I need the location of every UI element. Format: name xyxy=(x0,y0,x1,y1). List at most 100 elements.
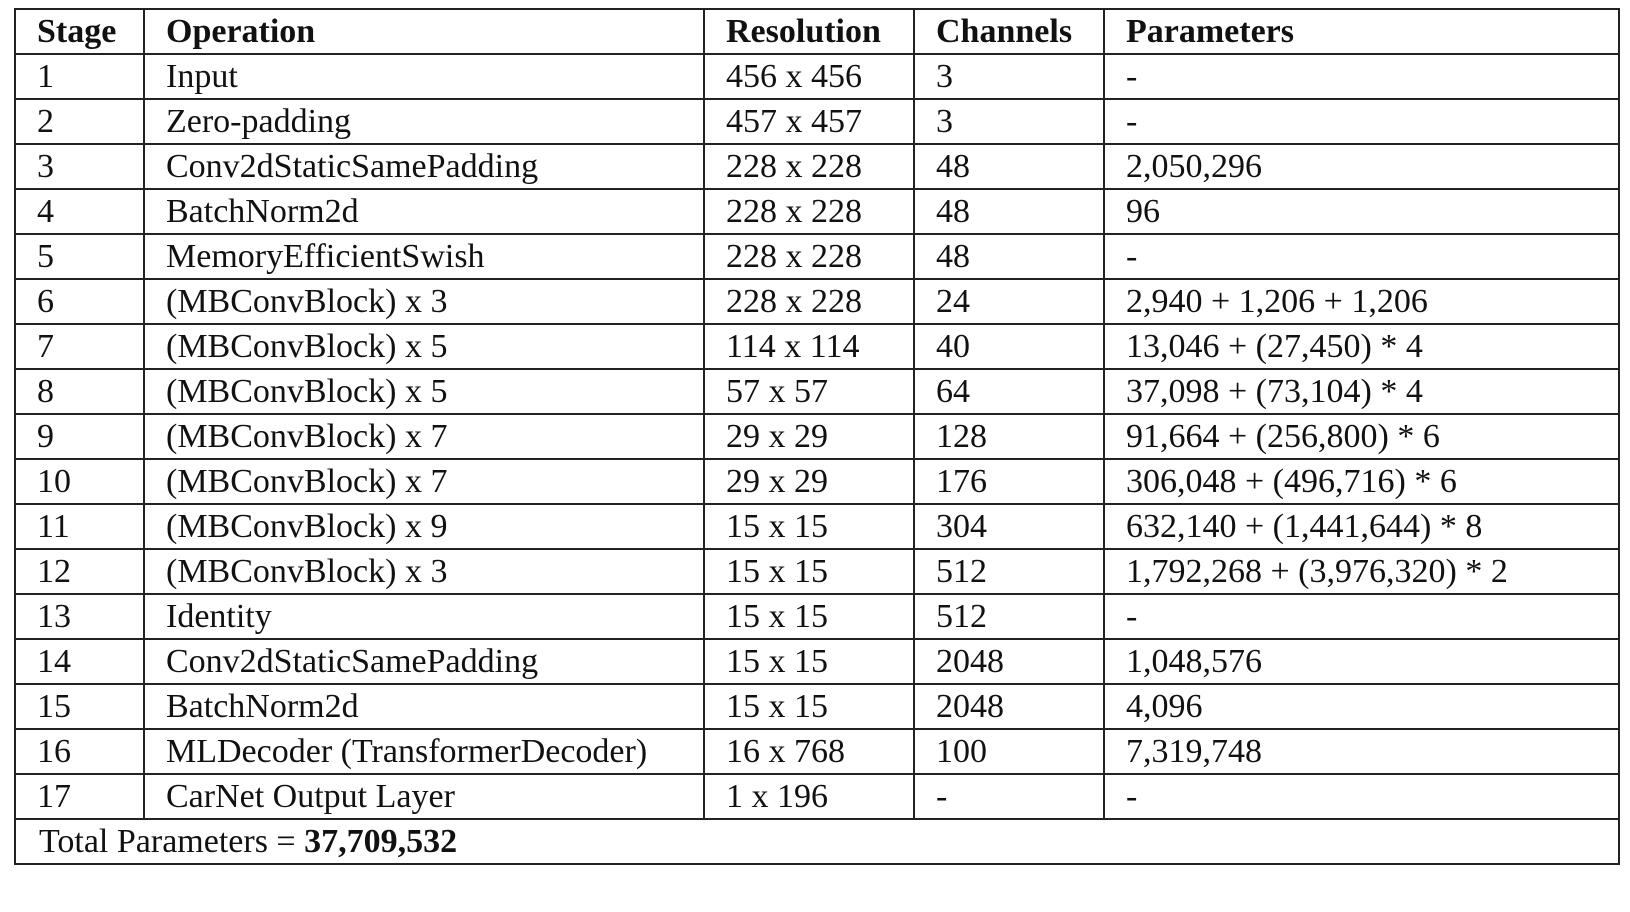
cell-stage: 15 xyxy=(14,683,145,730)
total-label: Total Parameters = xyxy=(39,823,305,860)
cell-channels: 512 xyxy=(913,593,1105,640)
header-parameters: Parameters xyxy=(1103,8,1620,55)
cell-channels: 2048 xyxy=(913,683,1105,730)
cell-stage: 17 xyxy=(14,773,145,820)
cell-parameters: 7,319,748 xyxy=(1103,728,1620,775)
cell-operation: (MBConvBlock) x 5 xyxy=(143,368,705,415)
cell-parameters: 2,050,296 xyxy=(1103,143,1620,190)
cell-parameters: 1,048,576 xyxy=(1103,638,1620,685)
cell-resolution: 457 x 457 xyxy=(703,98,915,145)
cell-operation: Input xyxy=(143,53,705,100)
cell-stage: 1 xyxy=(14,53,145,100)
cell-parameters: - xyxy=(1103,53,1620,100)
cell-operation: Conv2dStaticSamePadding xyxy=(143,143,705,190)
cell-resolution: 15 x 15 xyxy=(703,548,915,595)
cell-operation: BatchNorm2d xyxy=(143,683,705,730)
table-row: 8 (MBConvBlock) x 5 57 x 57 64 37,098 + (73,… xyxy=(14,368,1620,415)
total-value: 37,709,532 xyxy=(304,823,458,860)
cell-stage: 13 xyxy=(14,593,145,640)
cell-parameters: 13,046 + (27,450) * 4 xyxy=(1103,323,1620,370)
cell-channels: 128 xyxy=(913,413,1105,460)
cell-operation: Zero-padding xyxy=(143,98,705,145)
header-resolution: Resolution xyxy=(703,8,915,55)
cell-parameters: 306,048 + (496,716) * 6 xyxy=(1103,458,1620,505)
cell-stage: 7 xyxy=(14,323,145,370)
table-row: 3 Conv2dStaticSamePadding 228 x 228 48 2,050… xyxy=(14,143,1620,190)
cell-stage: 11 xyxy=(14,503,145,550)
cell-parameters: 2,940 + 1,206 + 1,206 xyxy=(1103,278,1620,325)
cell-stage: 2 xyxy=(14,98,145,145)
cell-stage: 14 xyxy=(14,638,145,685)
cell-operation: (MBConvBlock) x 3 xyxy=(143,548,705,595)
table-row: 2 Zero-padding 457 x 457 3- xyxy=(14,98,1620,145)
table-row: 13 Identity 15 x 15 512- xyxy=(14,593,1620,640)
cell-resolution: 15 x 15 xyxy=(703,638,915,685)
cell-parameters: - xyxy=(1103,233,1620,280)
table-row: 17 CarNet Output Layer 1 x 196- - xyxy=(14,773,1620,820)
table-body: 1 Input 456 x 456 3-2 Zero-padding 457 x 457 3… xyxy=(14,53,1620,820)
cell-resolution: 228 x 228 xyxy=(703,233,915,280)
cell-resolution: 29 x 29 xyxy=(703,458,915,505)
cell-stage: 10 xyxy=(14,458,145,505)
cell-resolution: 456 x 456 xyxy=(703,53,915,100)
cell-channels: 3 xyxy=(913,53,1105,100)
cell-resolution: 15 x 15 xyxy=(703,593,915,640)
cell-parameters: 1,792,268 + (3,976,320) * 2 xyxy=(1103,548,1620,595)
header-stage: Stage xyxy=(14,8,145,55)
table-row: 14 Conv2dStaticSamePadding 15 x 15 2048 1,04… xyxy=(14,638,1620,685)
cell-operation: Conv2dStaticSamePadding xyxy=(143,638,705,685)
cell-channels: 24 xyxy=(913,278,1105,325)
cell-resolution: 15 x 15 xyxy=(703,683,915,730)
cell-channels: 176 xyxy=(913,458,1105,505)
cell-resolution: 228 x 228 xyxy=(703,278,915,325)
cell-parameters: 4,096 xyxy=(1103,683,1620,730)
cell-operation: (MBConvBlock) x 7 xyxy=(143,413,705,460)
cell-resolution: 15 x 15 xyxy=(703,503,915,550)
cell-resolution: 228 x 228 xyxy=(703,143,915,190)
cell-operation: MemoryEfficientSwish xyxy=(143,233,705,280)
cell-resolution: 57 x 57 xyxy=(703,368,915,415)
cell-parameters: - xyxy=(1103,98,1620,145)
cell-operation: Identity xyxy=(143,593,705,640)
cell-operation: MLDecoder (TransformerDecoder) xyxy=(143,728,705,775)
cell-stage: 3 xyxy=(14,143,145,190)
cell-resolution: 29 x 29 xyxy=(703,413,915,460)
cell-stage: 12 xyxy=(14,548,145,595)
cell-operation: CarNet Output Layer xyxy=(143,773,705,820)
table-header-row: Stage Operation Resolution Channels Para… xyxy=(14,8,1620,55)
table-row: 5 MemoryEfficientSwish 228 x 228 48- xyxy=(14,233,1620,280)
cell-stage: 8 xyxy=(14,368,145,415)
total-cell: Total Parameters = 37,709,532 xyxy=(14,818,1620,865)
cropped-caption-fragment xyxy=(0,0,1630,8)
cell-operation: (MBConvBlock) x 7 xyxy=(143,458,705,505)
cell-parameters: 632,140 + (1,441,644) * 8 xyxy=(1103,503,1620,550)
table-row: 9 (MBConvBlock) x 7 29 x 29 128 91,664 + (25… xyxy=(14,413,1620,460)
table-row: 1 Input 456 x 456 3- xyxy=(14,53,1620,100)
cell-resolution: 228 x 228 xyxy=(703,188,915,235)
cell-resolution: 16 x 768 xyxy=(703,728,915,775)
table-row: 10 (MBConvBlock) x 7 29 x 29 176 306,048 + (… xyxy=(14,458,1620,505)
cell-operation: BatchNorm2d xyxy=(143,188,705,235)
cell-channels: 304 xyxy=(913,503,1105,550)
architecture-table: Stage Operation Resolution Channels Para… xyxy=(14,8,1620,865)
cell-parameters: 96 xyxy=(1103,188,1620,235)
cell-parameters: 91,664 + (256,800) * 6 xyxy=(1103,413,1620,460)
cell-parameters: 37,098 + (73,104) * 4 xyxy=(1103,368,1620,415)
header-operation: Operation xyxy=(143,8,705,55)
cell-operation: (MBConvBlock) x 9 xyxy=(143,503,705,550)
cell-stage: 16 xyxy=(14,728,145,775)
cell-channels: 512 xyxy=(913,548,1105,595)
total-row: Total Parameters = 37,709,532 xyxy=(14,818,1620,865)
cell-resolution: 1 x 196 xyxy=(703,773,915,820)
table-row: 12 (MBConvBlock) x 3 15 x 15 512 1,792,268 +… xyxy=(14,548,1620,595)
cell-stage: 6 xyxy=(14,278,145,325)
cell-channels: 2048 xyxy=(913,638,1105,685)
cell-stage: 5 xyxy=(14,233,145,280)
table-row: 16 MLDecoder (TransformerDecoder) 16 x 768… xyxy=(14,728,1620,775)
cell-stage: 9 xyxy=(14,413,145,460)
header-channels: Channels xyxy=(913,8,1105,55)
table-row: 11 (MBConvBlock) x 9 15 x 15 304 632,140 + (… xyxy=(14,503,1620,550)
cell-stage: 4 xyxy=(14,188,145,235)
cell-operation: (MBConvBlock) x 5 xyxy=(143,323,705,370)
cell-channels: 48 xyxy=(913,143,1105,190)
